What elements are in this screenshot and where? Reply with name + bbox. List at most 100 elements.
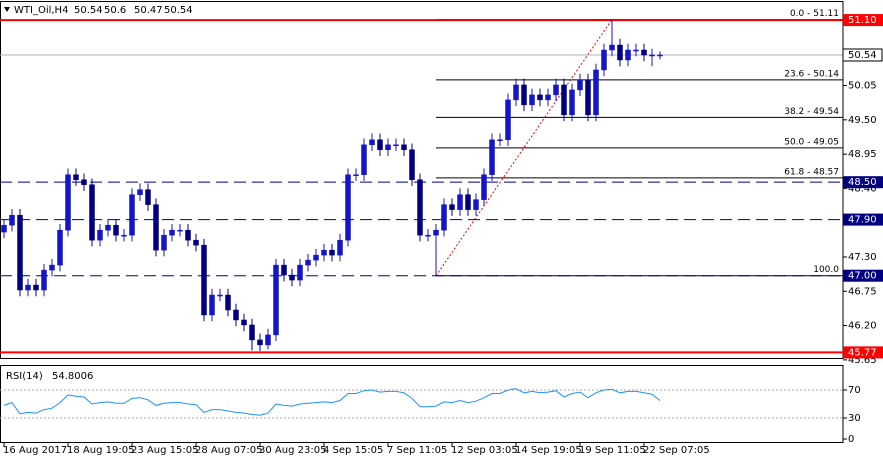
candle-body xyxy=(49,264,55,271)
candle-body xyxy=(561,84,567,116)
candle-body xyxy=(1,224,7,233)
x-tick-label: 30 Aug 23:05 xyxy=(259,445,326,456)
candle-body xyxy=(217,294,223,297)
y-tick-label: 49.50 xyxy=(848,115,877,126)
candle-body xyxy=(337,239,343,256)
candle-body xyxy=(321,249,327,256)
candle-body xyxy=(537,94,543,101)
candle-body xyxy=(209,294,215,316)
candle-body xyxy=(489,139,495,175)
candle-body xyxy=(265,334,271,346)
candle-body xyxy=(73,174,79,180)
y-tick-label: 50.05 xyxy=(848,81,877,92)
candle-body xyxy=(281,264,287,276)
candle-body xyxy=(33,284,39,291)
x-tick-label: 4 Sep 15:05 xyxy=(323,445,383,456)
candle-body xyxy=(425,234,431,237)
candle-body xyxy=(121,234,127,237)
candle-body xyxy=(153,204,159,251)
y-tick-label: 47.30 xyxy=(848,252,877,263)
candle-body xyxy=(129,194,135,236)
candle-body xyxy=(249,324,255,341)
candle-body xyxy=(433,229,439,236)
candle-body xyxy=(169,229,175,236)
fib-label: 61.8 - 48.57 xyxy=(784,167,839,177)
rsi-panel xyxy=(0,365,844,443)
fib-label: 0.0 - 51.11 xyxy=(790,9,839,19)
chart-title: WTI_Oil,H4 xyxy=(14,5,68,16)
candle-body xyxy=(41,269,47,291)
candle-body xyxy=(505,99,511,141)
fib-label: 23.6 - 50.14 xyxy=(784,69,839,79)
fib-label: 50.0 - 49.05 xyxy=(784,137,839,147)
candle-body xyxy=(289,274,295,281)
x-tick-label: 28 Aug 07:05 xyxy=(195,445,262,456)
candle-body xyxy=(545,94,551,101)
candle-body xyxy=(393,144,399,147)
x-tick-label: 14 Sep 19:05 xyxy=(515,445,582,456)
candle-body xyxy=(161,234,167,251)
rsi-tick-label: 0 xyxy=(848,434,854,445)
level-box xyxy=(843,269,883,282)
rsi-line xyxy=(3,388,661,416)
candle-body xyxy=(657,54,663,57)
candle-body xyxy=(201,244,207,316)
y-tick-label: 45.65 xyxy=(848,355,877,366)
candle-body xyxy=(409,149,415,180)
level-label: 47.90 xyxy=(848,215,877,226)
candle-body xyxy=(369,139,375,146)
candle-body xyxy=(353,174,359,176)
candle-body xyxy=(185,229,191,241)
candle-body xyxy=(465,194,471,210)
candle-body xyxy=(609,44,615,51)
candle-body xyxy=(193,239,199,246)
candle-body xyxy=(137,189,143,195)
candle-body xyxy=(449,204,455,210)
x-tick-label: 22 Sep 07:05 xyxy=(643,445,710,456)
candle-body xyxy=(617,44,623,61)
candle-body xyxy=(361,144,367,175)
candle-body xyxy=(401,144,407,151)
rsi-value: 54.8006 xyxy=(52,371,93,382)
candle-body xyxy=(177,229,183,232)
candle-body xyxy=(257,339,263,346)
candle-body xyxy=(625,49,631,61)
candle-body xyxy=(601,49,607,71)
x-tick-label: 16 Aug 2017 xyxy=(3,445,67,456)
candle-body xyxy=(233,309,239,321)
x-tick-label: 18 Aug 19:05 xyxy=(67,445,134,456)
candle-body xyxy=(441,204,447,231)
candle-body xyxy=(273,264,279,336)
y-tick-label: 48.40 xyxy=(848,183,877,194)
candle-body xyxy=(513,84,519,101)
fib-label: 100.0 xyxy=(813,265,839,275)
candle-body xyxy=(297,264,303,281)
candle-body xyxy=(593,69,599,116)
header-close: 50.54 xyxy=(164,5,193,16)
header-low: 50.47 xyxy=(134,5,163,16)
candle-body xyxy=(329,249,335,256)
rsi-tick-label: 30 xyxy=(848,413,861,424)
candle-body xyxy=(529,94,535,106)
level-label: 45.77 xyxy=(848,347,877,358)
level-label: 48.50 xyxy=(848,177,877,188)
rsi-label: RSI(14) xyxy=(6,371,43,382)
candle-body xyxy=(113,224,119,236)
header-open: 50.54 xyxy=(74,5,103,16)
candle-body xyxy=(497,139,503,142)
candle-body xyxy=(313,254,319,261)
candle-body xyxy=(417,179,423,236)
candle-body xyxy=(145,189,151,205)
rsi-tick-label: 70 xyxy=(848,385,861,396)
candle-body xyxy=(569,89,575,116)
candle-body xyxy=(65,174,71,231)
candle-body xyxy=(633,49,639,52)
x-tick-label: 7 Sep 11:05 xyxy=(387,445,447,456)
x-tick-label: 12 Sep 03:05 xyxy=(451,445,518,456)
candle-body xyxy=(377,139,383,151)
candle-body xyxy=(81,179,87,185)
y-tick-label: 46.75 xyxy=(848,286,877,297)
candle-body xyxy=(17,214,23,291)
price-label: 50.54 xyxy=(848,50,877,61)
level-label: 51.10 xyxy=(848,15,877,26)
